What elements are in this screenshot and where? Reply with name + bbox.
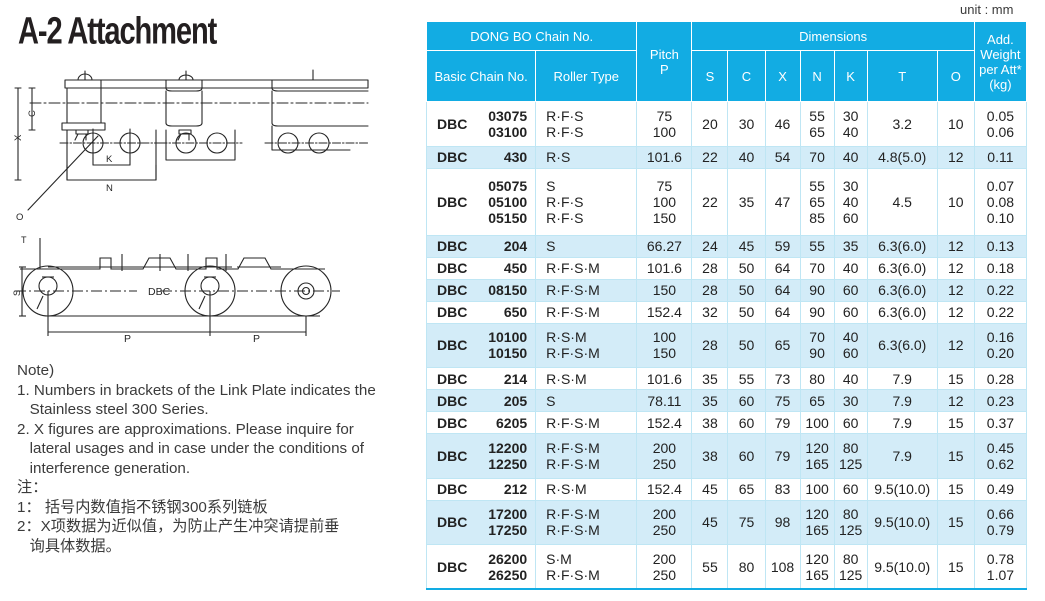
svg-text:P: P: [253, 333, 260, 343]
svg-text:N: N: [106, 183, 113, 194]
svg-text:DBC: DBC: [148, 286, 171, 298]
svg-text:P: P: [124, 333, 131, 343]
svg-text:C: C: [27, 110, 38, 117]
svg-text:S: S: [12, 290, 22, 296]
svg-text:X: X: [13, 134, 24, 141]
svg-text:O: O: [16, 212, 23, 223]
svg-text:T: T: [21, 235, 27, 245]
svg-text:K: K: [106, 154, 113, 165]
